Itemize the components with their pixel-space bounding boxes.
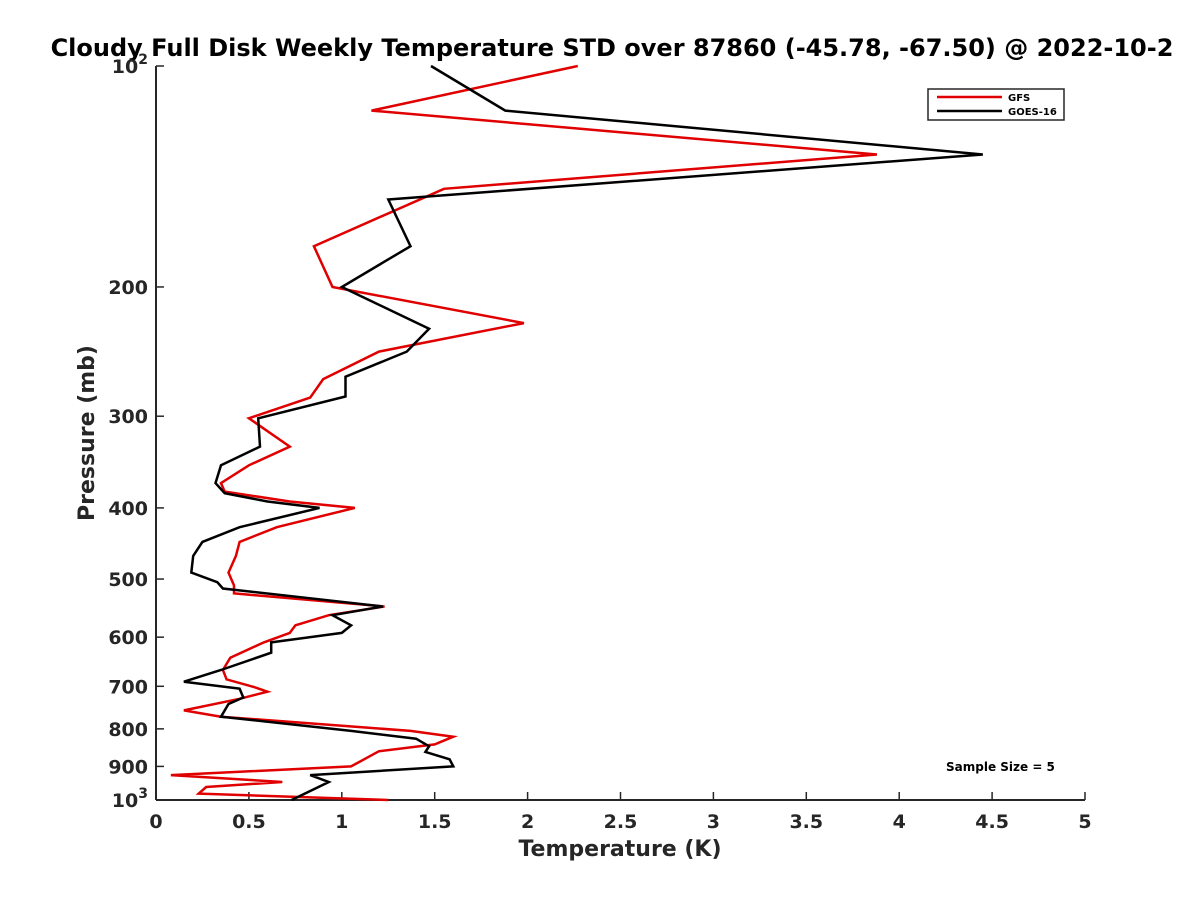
y-tick-label: 500 bbox=[108, 569, 148, 591]
x-tick-label: 0.5 bbox=[232, 811, 266, 833]
chart-title: Cloudy Full Disk Weekly Temperature STD … bbox=[51, 34, 1174, 62]
x-tick-label: 4.5 bbox=[975, 811, 1009, 833]
legend-label-gfs: GFS bbox=[1008, 93, 1030, 104]
legend-box bbox=[927, 88, 1065, 121]
y-axis-label: Pressure (mb) bbox=[75, 345, 100, 521]
legend: GFS GOES-16 bbox=[927, 88, 1065, 121]
y-tick-label: 600 bbox=[108, 627, 148, 649]
sample-size-annotation: Sample Size = 5 bbox=[946, 760, 1055, 774]
x-tick-label: 3.5 bbox=[789, 811, 823, 833]
x-tick-label: 1 bbox=[335, 811, 348, 833]
series-lines bbox=[170, 64, 983, 802]
series-line-gfs bbox=[170, 64, 878, 802]
x-tick-label: 4 bbox=[893, 811, 906, 833]
x-axis-label: Temperature (K) bbox=[518, 837, 721, 862]
y-tick-label: 800 bbox=[108, 719, 148, 741]
y-tick-label: 700 bbox=[108, 676, 148, 698]
x-tick-label: 0 bbox=[149, 811, 162, 833]
x-tick-label: 2 bbox=[521, 811, 534, 833]
series-line-goes-16 bbox=[183, 64, 983, 802]
y-tick-label: 900 bbox=[108, 756, 148, 778]
y-tick-label: 300 bbox=[108, 406, 148, 428]
y-tick-label: 200 bbox=[108, 277, 148, 299]
legend-label-goes16: GOES-16 bbox=[1008, 107, 1057, 118]
x-ticks: 0 0.5 1 1.5 2 2.5 3 3.5 4 4.5 5 bbox=[149, 792, 1092, 833]
y-tick-label: 102 bbox=[112, 52, 148, 78]
x-tick-label: 5 bbox=[1078, 811, 1091, 833]
y-tick-label: 103 bbox=[112, 786, 148, 812]
y-tick-label: 400 bbox=[108, 498, 148, 520]
y-ticks: 102 200 300 400 500 600 700 800 900 103 bbox=[108, 52, 164, 812]
x-tick-label: 2.5 bbox=[604, 811, 638, 833]
x-tick-label: 3 bbox=[707, 811, 720, 833]
x-tick-label: 1.5 bbox=[418, 811, 452, 833]
